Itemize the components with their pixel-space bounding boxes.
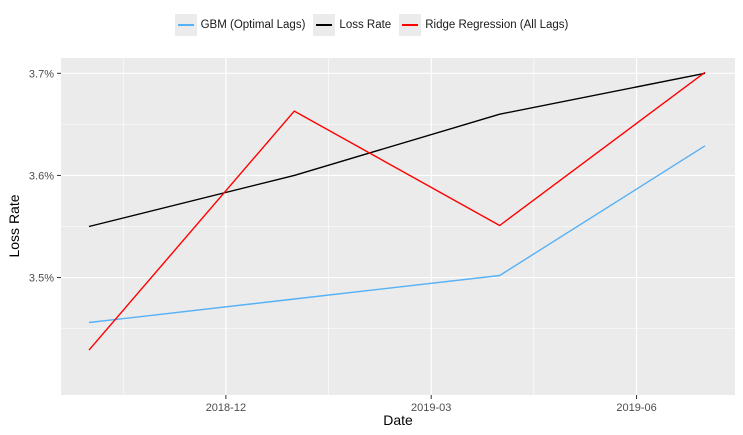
y-tick-label: 3.7% (29, 68, 54, 80)
series-line-loss-rate (88, 72, 706, 228)
y-tick-label: 3.6% (29, 170, 54, 182)
legend-item-gbm: GBM (Optimal Lags) (174, 14, 306, 36)
y-tick-label: 3.5% (29, 273, 54, 285)
legend-key-loss-rate (313, 14, 336, 36)
legend-label-gbm: GBM (Optimal Lags) (200, 19, 306, 31)
y-axis-title: Loss Rate (6, 194, 22, 257)
x-axis-title: Date (383, 412, 413, 428)
x-tick-label: 2018-12 (206, 402, 246, 414)
x-tick-label: 2019-06 (616, 402, 656, 414)
legend-label-ridge: Ridge Regression (All Lags) (425, 19, 569, 31)
ticks-layer: 3.5% 3.6% 3.7% 2018-12 2019-03 2019-06 (29, 68, 657, 414)
grid-major (61, 58, 735, 395)
legend-key-gbm (174, 14, 197, 36)
series-line-ridge-regression-all-lags (88, 71, 706, 351)
grid-minor (61, 58, 735, 395)
legend-key-ridge (399, 14, 422, 36)
legend-item-ridge: Ridge Regression (All Lags) (399, 14, 568, 36)
legend-label-loss-rate: Loss Rate (339, 19, 392, 31)
legend-item-loss-rate: Loss Rate (313, 14, 391, 36)
legend: GBM (Optimal Lags) Loss Rate Ridge Regre… (0, 14, 743, 36)
x-tick-label: 2019-03 (411, 402, 451, 414)
series-layer (88, 71, 706, 351)
series-line-gbm-optimal-lags (88, 145, 706, 324)
